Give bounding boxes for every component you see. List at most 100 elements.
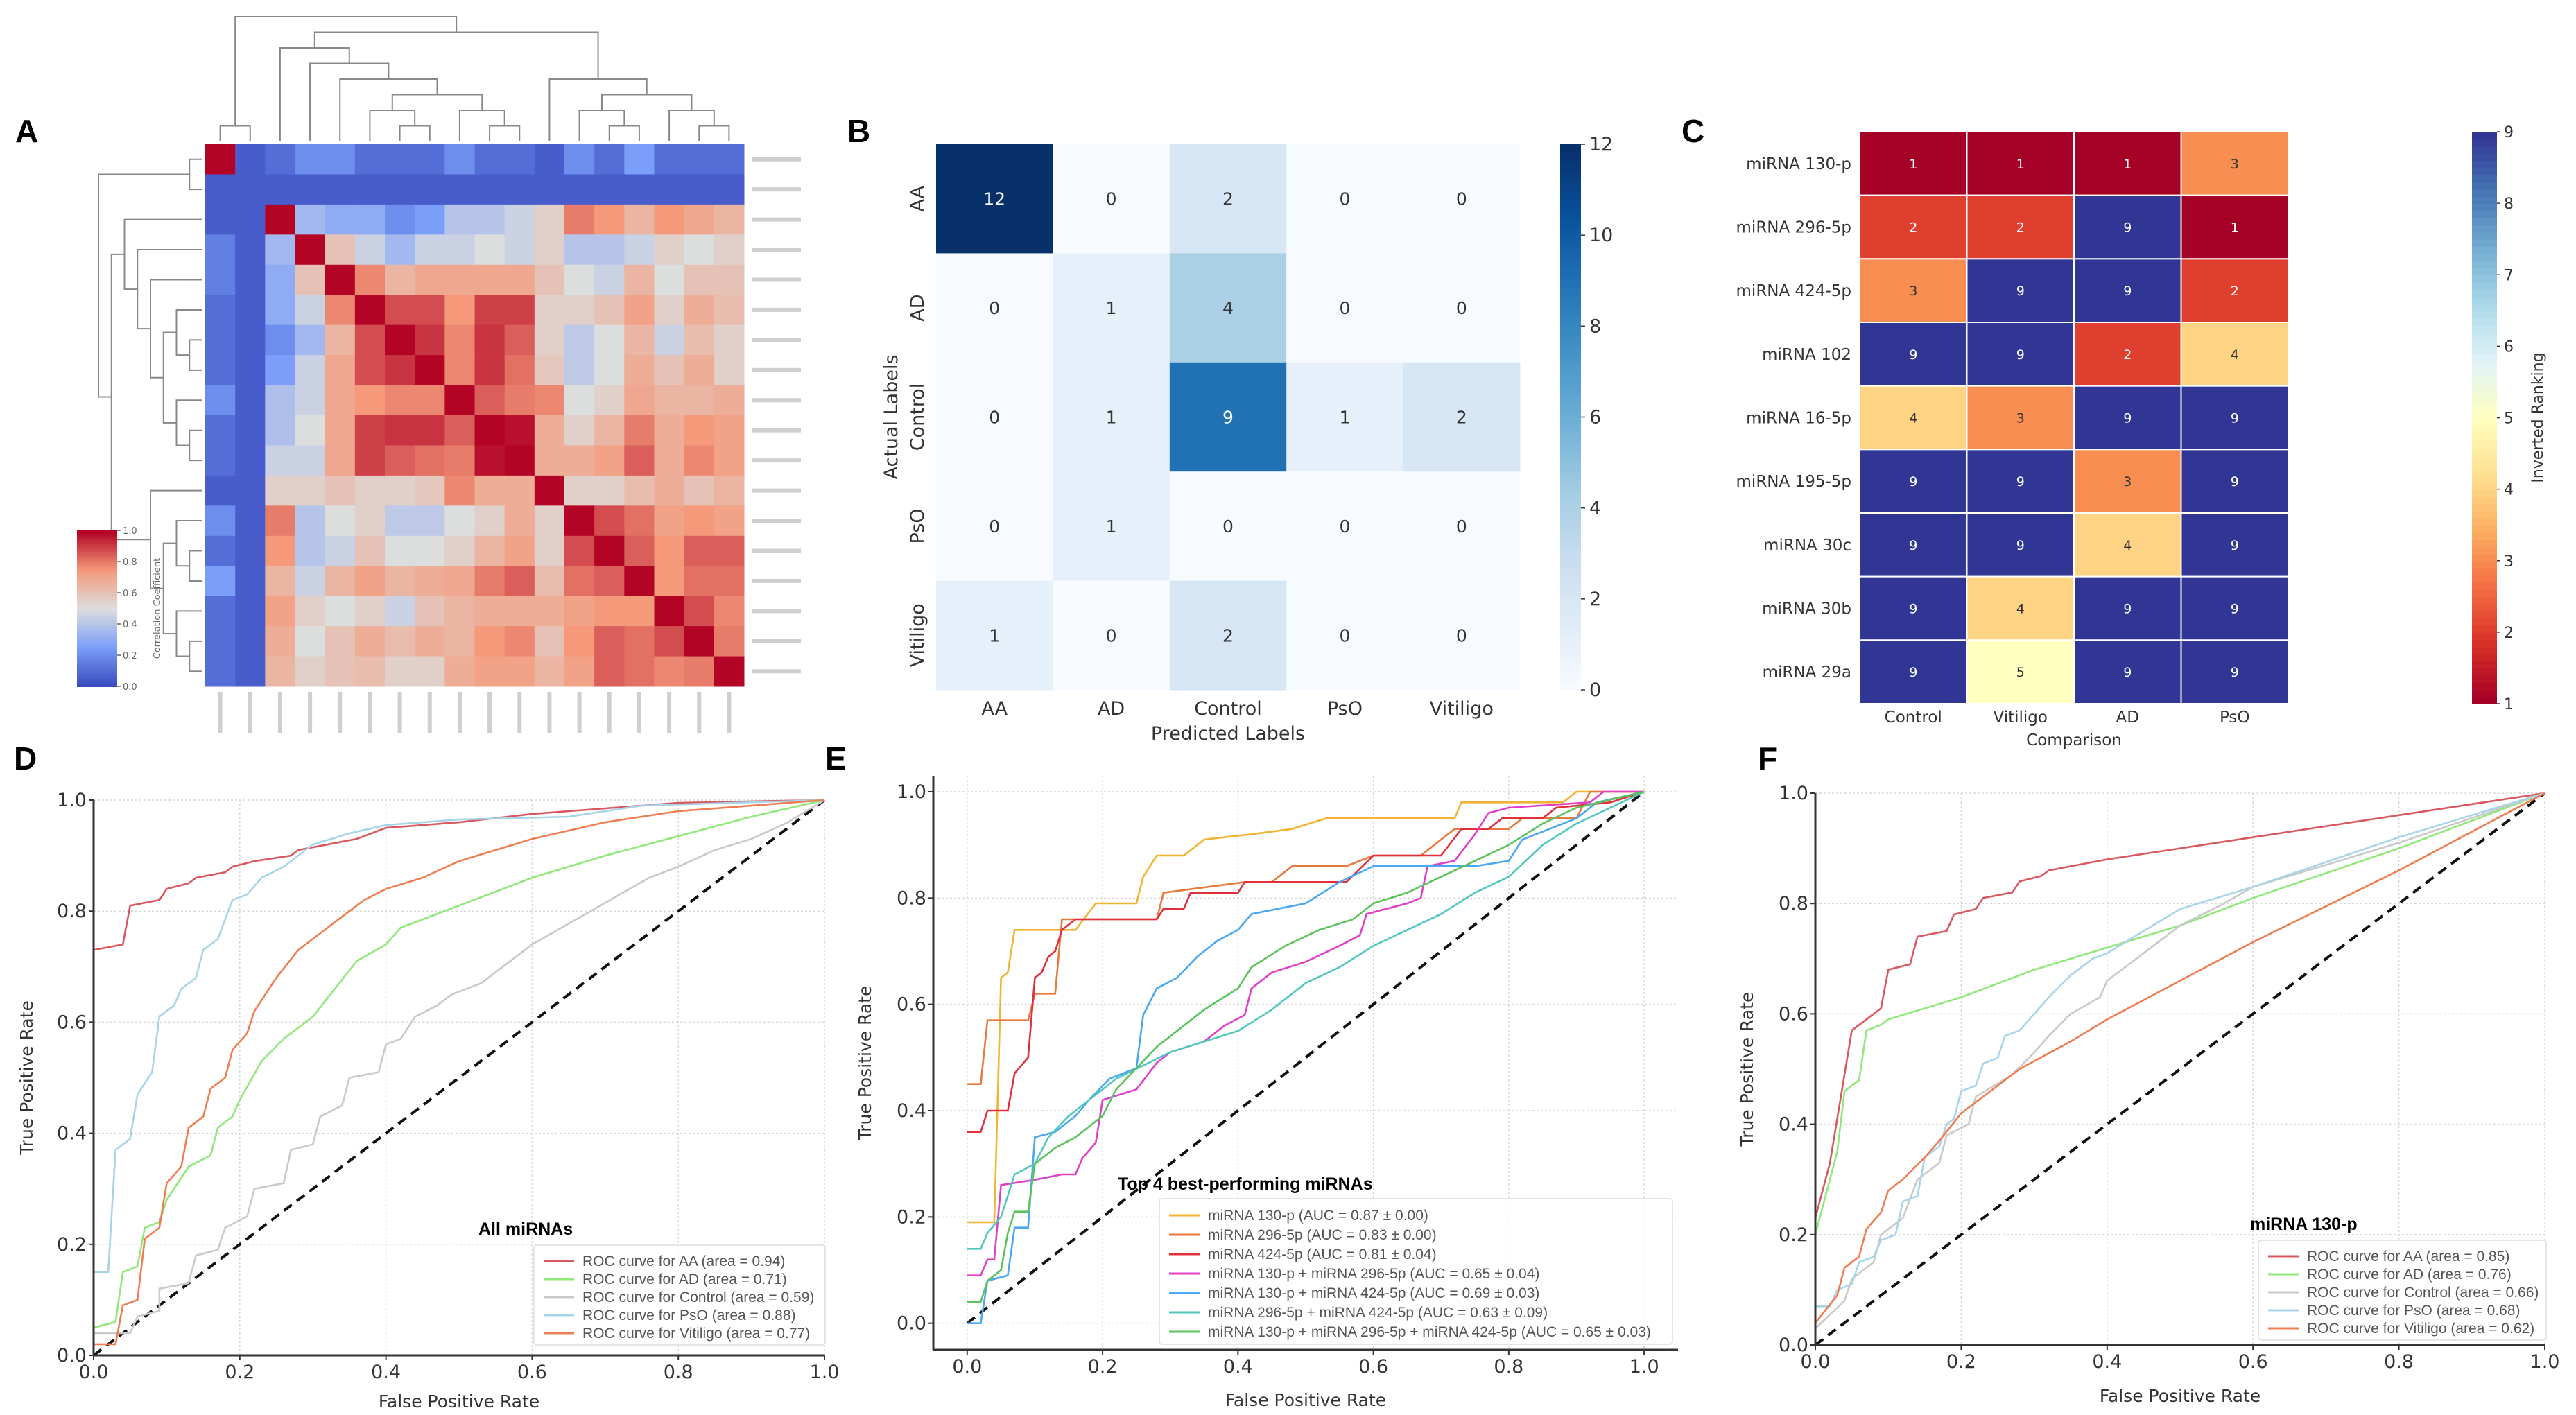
row-label-illegible bbox=[752, 187, 801, 192]
heatmap-cell bbox=[474, 174, 505, 205]
heatmap-cell bbox=[295, 385, 326, 416]
confusion-cell-value: 0 bbox=[1339, 516, 1350, 537]
colorbar-segment bbox=[2472, 288, 2497, 297]
colorbar-segment bbox=[77, 559, 117, 562]
colorbar-segment bbox=[2472, 582, 2497, 590]
colorbar-segment bbox=[2472, 189, 2497, 197]
heatmap-cell bbox=[474, 264, 505, 295]
heatmap-cell bbox=[444, 264, 475, 295]
heatmap-cell bbox=[714, 505, 745, 537]
colorbar-segment bbox=[1560, 308, 1581, 315]
y-tick-label: 0.8 bbox=[57, 901, 87, 922]
confusion-cell bbox=[1053, 471, 1170, 582]
heatmap-cell bbox=[415, 295, 445, 326]
roc-curve-1 bbox=[93, 799, 825, 951]
colorbar-segment bbox=[77, 655, 117, 659]
colorbar-segment bbox=[77, 676, 117, 679]
top-dendrogram-link bbox=[391, 94, 483, 110]
heatmap-cell bbox=[295, 535, 326, 566]
heatmap-cell bbox=[714, 626, 745, 657]
colorbar-segment bbox=[1560, 444, 1581, 452]
heatmap-cell bbox=[354, 234, 386, 266]
heatmap-cell bbox=[594, 234, 625, 266]
colorbar-segment bbox=[1560, 260, 1581, 268]
heatmap-cell bbox=[295, 324, 326, 356]
heatmap-cell bbox=[534, 324, 565, 356]
roc-curve-2 bbox=[93, 799, 825, 1329]
confusion-cell-value: 1 bbox=[1339, 408, 1350, 428]
colorbar-segment bbox=[2472, 232, 2497, 240]
colorbar-segment bbox=[2472, 160, 2497, 168]
colorbar-segment bbox=[1560, 465, 1581, 473]
colorbar-segment bbox=[1560, 424, 1581, 432]
heatmap-cell bbox=[714, 204, 745, 235]
row-label: miRNA 195-5p bbox=[1736, 473, 1851, 491]
row-label-illegible bbox=[752, 548, 801, 553]
ranking-cell bbox=[1859, 258, 1968, 324]
heatmap-cell bbox=[265, 505, 295, 537]
panel-c-ranking-heatmap: 1 1 1 3 2 2 9 1 3 9 9 2 9 9 2 4 4 3 9 9 9 9 3 9 9 9 4 9 9 4 9 9 9 5 9 9 miRN… bbox=[1736, 124, 2547, 749]
heatmap-cell bbox=[534, 415, 565, 446]
colorbar-segment bbox=[77, 624, 117, 627]
y-tick-label: 0.0 bbox=[897, 1313, 926, 1335]
ranking-cell-value: 9 bbox=[1909, 474, 1917, 489]
heatmap-cell bbox=[385, 656, 415, 687]
colorbar-segment bbox=[1560, 417, 1581, 425]
colorbar-segment bbox=[2472, 646, 2497, 654]
y-axis-label: True Positive Rate bbox=[17, 1000, 37, 1156]
column-label: PsO bbox=[2220, 709, 2250, 727]
x-tick-label: Control bbox=[1194, 698, 1262, 720]
legend-label: ROC curve for Vitiligo (area = 0.62) bbox=[2307, 1321, 2534, 1337]
confusion-cell bbox=[1403, 362, 1521, 472]
heatmap-cell bbox=[295, 355, 326, 386]
ranking-cell-value: 9 bbox=[2231, 602, 2239, 617]
heatmap-cell bbox=[385, 234, 415, 266]
colorbar-segment bbox=[1560, 566, 1581, 575]
ranking-cell-value: 3 bbox=[2231, 157, 2239, 172]
heatmap-cell bbox=[265, 475, 295, 506]
column-label-illegible bbox=[517, 692, 522, 733]
colorbar-segment bbox=[1560, 573, 1581, 582]
colorbar-segment bbox=[1560, 157, 1581, 166]
colorbar-segment bbox=[77, 600, 117, 604]
x-tick-label: 0.4 bbox=[371, 1362, 401, 1383]
heatmap-cell bbox=[354, 204, 386, 235]
legend-title: miRNA 130-p bbox=[2250, 1215, 2358, 1234]
heatmap-cell bbox=[205, 626, 236, 657]
heatmap-cell bbox=[684, 204, 715, 235]
ranking-cell bbox=[1859, 449, 1968, 514]
heatmap-cell bbox=[444, 204, 475, 235]
heatmap-cell bbox=[714, 445, 745, 476]
heatmap-cell bbox=[594, 535, 625, 566]
row-label-illegible bbox=[752, 639, 801, 643]
ranking-cell-value: 9 bbox=[1909, 347, 1917, 363]
column-label-illegible bbox=[368, 692, 372, 733]
colorbar-segment bbox=[2472, 410, 2497, 419]
y-tick-label: 0.8 bbox=[1779, 893, 1808, 914]
heatmap-cell bbox=[684, 264, 715, 295]
heatmap-cell bbox=[474, 355, 505, 386]
colorbar-segment bbox=[77, 551, 117, 555]
row-label-illegible bbox=[752, 669, 801, 674]
row-label-illegible bbox=[752, 217, 801, 222]
heatmap-cell bbox=[474, 415, 505, 446]
row-label-illegible bbox=[752, 277, 801, 282]
heatmap-cell bbox=[205, 505, 236, 537]
heatmap-cell bbox=[205, 415, 236, 446]
roc-curve-4 bbox=[94, 799, 825, 1274]
colorbar-segment bbox=[1560, 349, 1581, 356]
colorbar-segment bbox=[1560, 560, 1581, 568]
confusion-cell-value: 12 bbox=[983, 189, 1005, 209]
heatmap-cell bbox=[205, 445, 236, 476]
colorbar-segment bbox=[2472, 689, 2497, 697]
heatmap-cell bbox=[265, 535, 295, 566]
heatmap-cell bbox=[624, 596, 655, 627]
ranking-cell-value: 9 bbox=[1909, 602, 1917, 617]
ranking-cell bbox=[1859, 639, 1968, 704]
colorbar-segment bbox=[77, 621, 117, 625]
heatmap-cell bbox=[624, 385, 655, 416]
heatmap-cell bbox=[624, 656, 655, 687]
colorbar-segment bbox=[2472, 589, 2497, 598]
colorbar-segment bbox=[2472, 639, 2497, 648]
heatmap-cell bbox=[654, 535, 685, 566]
